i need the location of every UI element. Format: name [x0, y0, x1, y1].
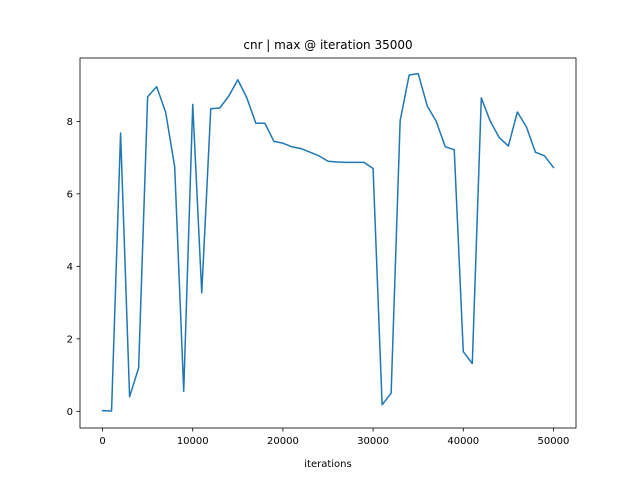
series-layer	[101, 72, 555, 412]
x-tick-label: 30000	[357, 436, 389, 447]
y-axis-ticks: 0 2 4 6 8	[67, 117, 80, 418]
x-axis-ticks: 0 10000 20000 30000 40000 50000	[99, 428, 569, 447]
x-tick-label: 50000	[538, 436, 570, 447]
x-tick-label: 0	[99, 436, 105, 447]
plot-frame	[79, 57, 577, 429]
y-tick-label: 8	[67, 117, 73, 128]
x-tick-label: 10000	[177, 436, 209, 447]
x-tick-label: 40000	[447, 436, 479, 447]
plot-area	[80, 58, 576, 428]
series-line-0	[101, 72, 555, 412]
y-tick-label: 0	[67, 407, 73, 418]
y-tick-label: 2	[67, 334, 73, 345]
x-axis-label: iterations	[304, 459, 351, 470]
y-tick-label: 6	[67, 189, 73, 200]
x-tick-label: 20000	[267, 436, 299, 447]
y-tick-label: 4	[67, 262, 73, 273]
chart-title: cnr | max @ iteration 35000	[243, 38, 412, 52]
